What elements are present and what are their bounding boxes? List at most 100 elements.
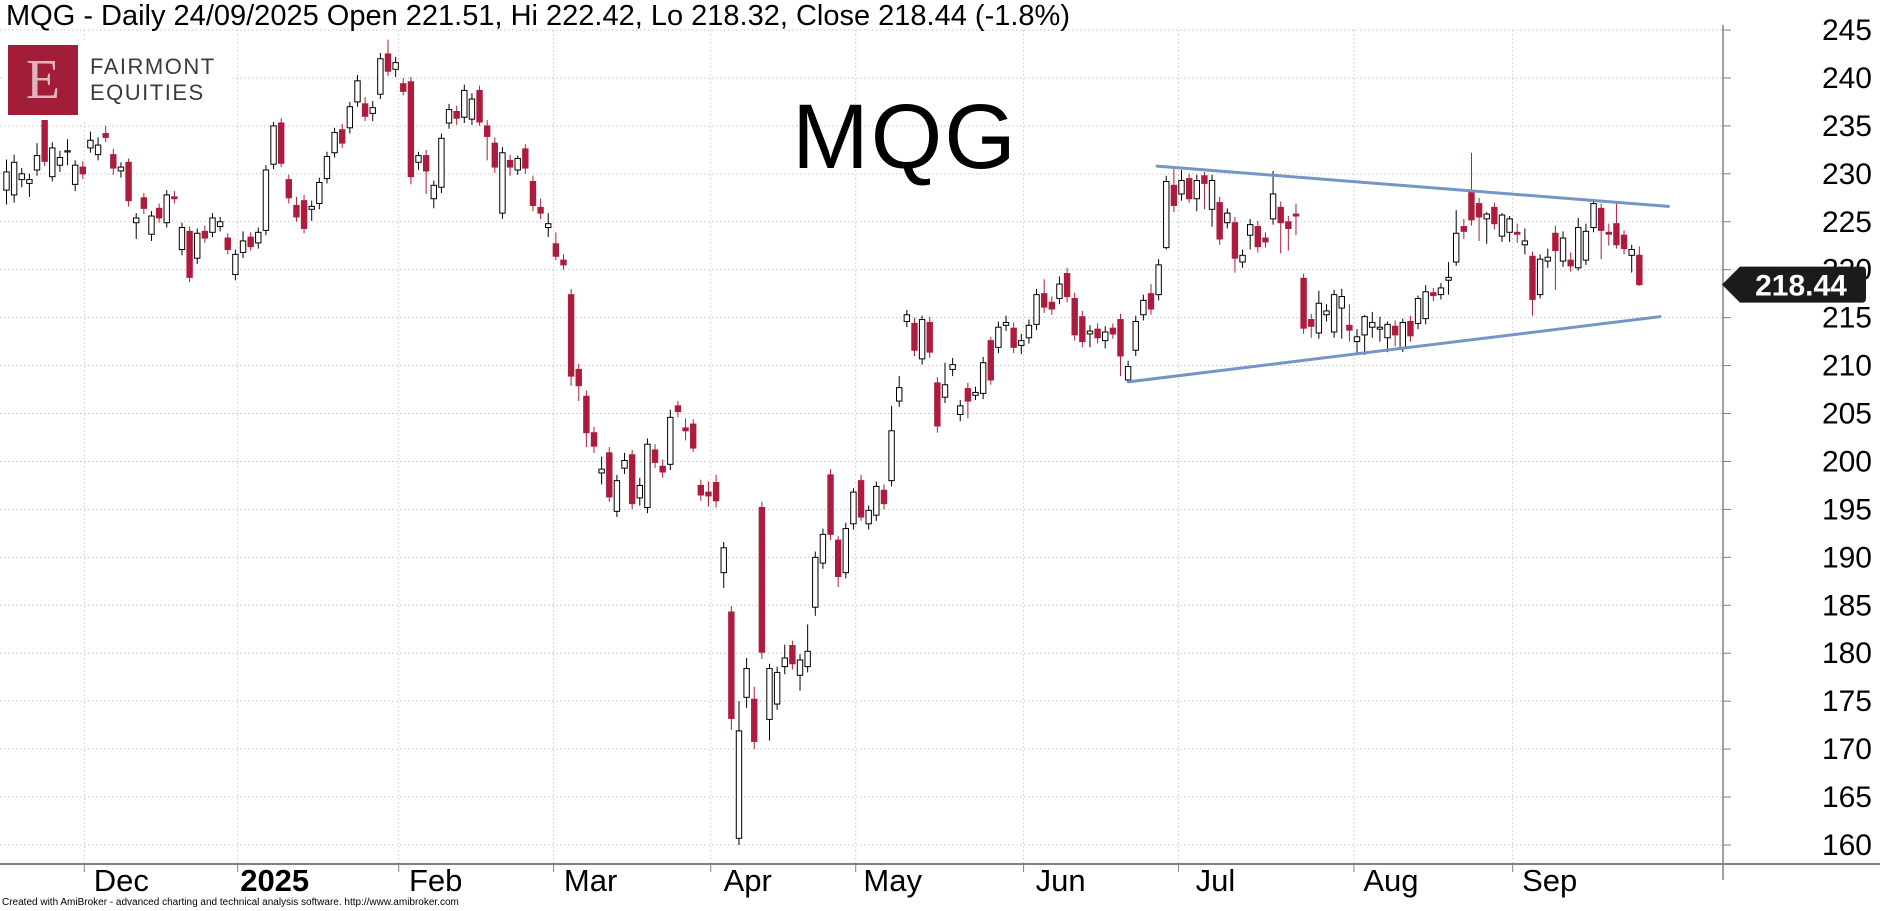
candle-up bbox=[1628, 244, 1635, 273]
x-axis-month-label: Sep bbox=[1522, 863, 1577, 898]
candle-body bbox=[583, 395, 590, 434]
candle-body bbox=[171, 196, 178, 200]
candle-body bbox=[232, 253, 239, 275]
candle-body bbox=[499, 152, 506, 214]
candle-up bbox=[10, 154, 18, 203]
candle-body bbox=[1033, 294, 1040, 325]
candle-down bbox=[1620, 230, 1628, 255]
candle-body bbox=[1147, 293, 1155, 310]
candle-down bbox=[651, 444, 659, 469]
candle-body bbox=[49, 147, 56, 178]
candle-body bbox=[812, 556, 819, 608]
y-axis-label: 225 bbox=[1822, 206, 1872, 239]
candle-up bbox=[1559, 231, 1567, 267]
candle-body bbox=[1094, 328, 1101, 339]
candle-body bbox=[964, 388, 972, 402]
candle-down bbox=[1254, 220, 1262, 253]
candle-body bbox=[896, 387, 903, 402]
candle-down bbox=[1552, 225, 1559, 290]
candle-up bbox=[369, 100, 376, 122]
candle-up bbox=[804, 624, 811, 673]
candle-body bbox=[705, 491, 712, 497]
candle-body bbox=[1117, 319, 1124, 357]
candle-body bbox=[1567, 259, 1574, 267]
y-axis-label: 165 bbox=[1822, 781, 1872, 814]
candle-down bbox=[1636, 246, 1643, 286]
candle-up bbox=[1124, 360, 1132, 382]
candle-down bbox=[934, 377, 941, 433]
candle-up bbox=[1544, 248, 1551, 268]
candle-body bbox=[1178, 180, 1185, 195]
candle-body bbox=[377, 58, 384, 95]
candle-up bbox=[621, 452, 628, 474]
candle-up bbox=[1193, 174, 1200, 212]
candle-body bbox=[598, 468, 605, 474]
candle-body bbox=[1292, 213, 1300, 217]
candle-up bbox=[1414, 295, 1422, 330]
candle-body bbox=[285, 179, 293, 199]
candle-up bbox=[1376, 316, 1384, 342]
candle-body bbox=[308, 205, 315, 210]
candle-body bbox=[514, 157, 521, 171]
candle-body bbox=[1224, 212, 1231, 224]
y-axis-label: 210 bbox=[1822, 350, 1872, 383]
candle-body bbox=[781, 657, 788, 668]
candle-down bbox=[1567, 252, 1574, 272]
candle-up bbox=[514, 155, 521, 175]
x-axis-month-label: Mar bbox=[564, 863, 617, 898]
candle-down bbox=[476, 85, 483, 126]
amibroker-credit: Created with AmiBroker - advanced charti… bbox=[2, 897, 459, 908]
candle-down bbox=[880, 484, 888, 510]
candle-body bbox=[1353, 336, 1361, 343]
candle-body bbox=[339, 129, 346, 144]
y-axis-label: 195 bbox=[1822, 493, 1872, 526]
candle-down bbox=[491, 137, 499, 173]
candle-down bbox=[79, 161, 86, 179]
y-axis-label: 230 bbox=[1822, 158, 1872, 191]
candle-body bbox=[1529, 255, 1536, 300]
candle-up bbox=[1163, 175, 1170, 250]
candle-up bbox=[781, 644, 788, 675]
candle-up bbox=[995, 321, 1002, 354]
candle-body bbox=[567, 294, 575, 377]
candle-body bbox=[873, 485, 880, 516]
candle-body bbox=[140, 197, 148, 209]
candle-down bbox=[552, 232, 560, 261]
candle-up bbox=[1086, 325, 1094, 348]
candle-body bbox=[483, 125, 491, 137]
candle-body bbox=[453, 110, 460, 119]
candle-down bbox=[1285, 216, 1292, 251]
candle-body bbox=[1063, 273, 1071, 298]
candle-up bbox=[1437, 283, 1445, 300]
candle-body bbox=[415, 155, 422, 163]
candle-down bbox=[339, 123, 346, 148]
candle-down bbox=[506, 154, 514, 176]
logo-line2: EQUITIES bbox=[90, 80, 205, 105]
candle-body bbox=[1315, 302, 1323, 334]
candle-up bbox=[468, 93, 476, 125]
candle-body bbox=[804, 650, 811, 668]
candle-body bbox=[270, 125, 277, 165]
y-axis-label: 215 bbox=[1822, 302, 1872, 335]
candle-down bbox=[293, 196, 300, 222]
candle-body bbox=[1399, 321, 1406, 349]
candle-up bbox=[1590, 200, 1597, 233]
candle-body bbox=[1155, 264, 1162, 296]
candle-up bbox=[1384, 321, 1391, 353]
candle-body bbox=[690, 423, 697, 449]
candle-body bbox=[392, 62, 399, 70]
candle-body bbox=[430, 184, 437, 200]
candle-body bbox=[26, 179, 33, 184]
fairmont-equities-logo: E FAIRMONT EQUITIES bbox=[4, 40, 230, 120]
candle-body bbox=[1185, 178, 1193, 200]
candle-down bbox=[705, 481, 712, 507]
candle-body bbox=[64, 150, 71, 153]
candle-down bbox=[155, 203, 163, 223]
candle-up bbox=[331, 127, 338, 158]
candle-down bbox=[857, 474, 865, 521]
candle-body bbox=[255, 231, 262, 244]
candle-body bbox=[1407, 320, 1414, 337]
candle-down bbox=[102, 125, 109, 143]
candle-body bbox=[71, 164, 79, 185]
